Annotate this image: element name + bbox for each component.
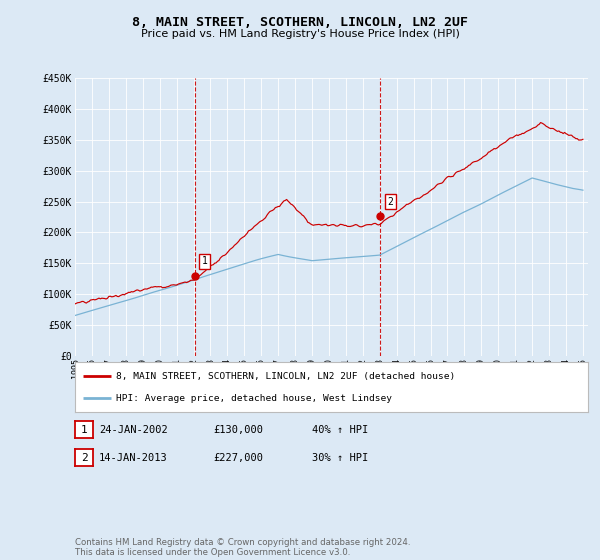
Text: 8, MAIN STREET, SCOTHERN, LINCOLN, LN2 2UF (detached house): 8, MAIN STREET, SCOTHERN, LINCOLN, LN2 2… (116, 372, 455, 381)
Text: £227,000: £227,000 (213, 452, 263, 463)
Text: 1: 1 (202, 256, 208, 267)
Text: HPI: Average price, detached house, West Lindsey: HPI: Average price, detached house, West… (116, 394, 392, 403)
Text: Contains HM Land Registry data © Crown copyright and database right 2024.
This d: Contains HM Land Registry data © Crown c… (75, 538, 410, 557)
Text: Price paid vs. HM Land Registry's House Price Index (HPI): Price paid vs. HM Land Registry's House … (140, 29, 460, 39)
Text: 1: 1 (80, 424, 88, 435)
Text: 14-JAN-2013: 14-JAN-2013 (99, 452, 168, 463)
Text: 2: 2 (80, 452, 88, 463)
Text: 8, MAIN STREET, SCOTHERN, LINCOLN, LN2 2UF: 8, MAIN STREET, SCOTHERN, LINCOLN, LN2 2… (132, 16, 468, 29)
Text: 40% ↑ HPI: 40% ↑ HPI (312, 424, 368, 435)
Text: 24-JAN-2002: 24-JAN-2002 (99, 424, 168, 435)
Text: £130,000: £130,000 (213, 424, 263, 435)
Text: 2: 2 (387, 197, 393, 207)
Text: 30% ↑ HPI: 30% ↑ HPI (312, 452, 368, 463)
